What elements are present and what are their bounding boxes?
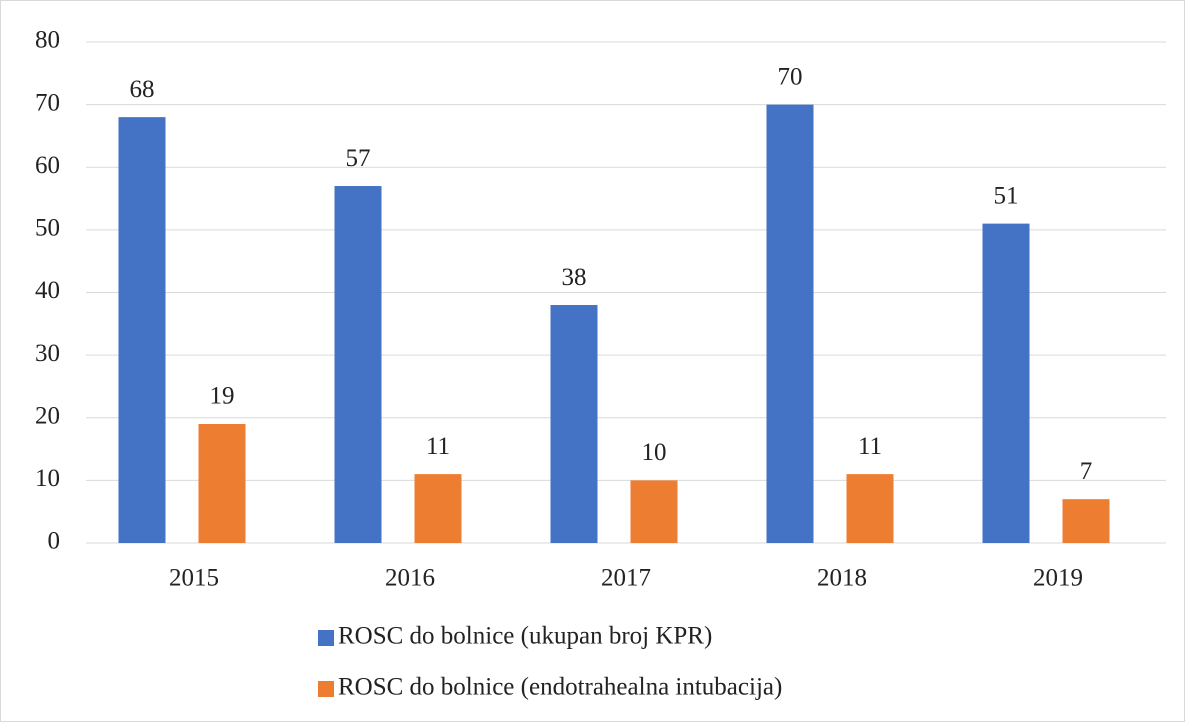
x-tick-label: 2019 [1033,565,1083,592]
bar [118,117,166,544]
bar [982,223,1030,544]
x-tick-label: 2015 [169,565,219,592]
data-label: 11 [858,433,882,460]
y-tick-label: 70 [35,89,60,116]
y-tick-label: 40 [35,277,60,304]
bar [766,104,814,543]
legend-swatch [318,630,334,646]
bar [198,424,246,543]
y-tick-label: 0 [48,528,61,555]
data-label: 68 [130,76,155,103]
bar [414,474,462,543]
x-tick-label: 2018 [817,565,867,592]
bar [334,186,382,543]
data-label: 51 [994,182,1019,209]
data-label: 38 [562,264,587,291]
y-tick-label: 60 [35,152,60,179]
legend-swatch [318,681,334,697]
y-tick-label: 10 [35,465,60,492]
data-label: 7 [1080,458,1093,485]
bar [550,305,598,543]
bar [1062,499,1110,543]
x-tick-label: 2016 [385,565,435,592]
y-tick-label: 30 [35,340,60,367]
data-label: 57 [346,145,371,172]
legend-label: ROSC do bolnice (ukupan broj KPR) [338,623,712,650]
data-label: 70 [778,63,803,90]
y-tick-label: 50 [35,215,60,242]
legend-label: ROSC do bolnice (endotrahealna intubacij… [338,674,782,701]
y-tick-label: 80 [35,27,60,54]
x-tick-label: 2017 [601,565,651,592]
bar [846,474,894,543]
bar [630,480,678,543]
y-tick-label: 20 [35,402,60,429]
data-label: 10 [642,439,667,466]
data-label: 19 [210,383,235,410]
data-label: 11 [426,433,450,460]
